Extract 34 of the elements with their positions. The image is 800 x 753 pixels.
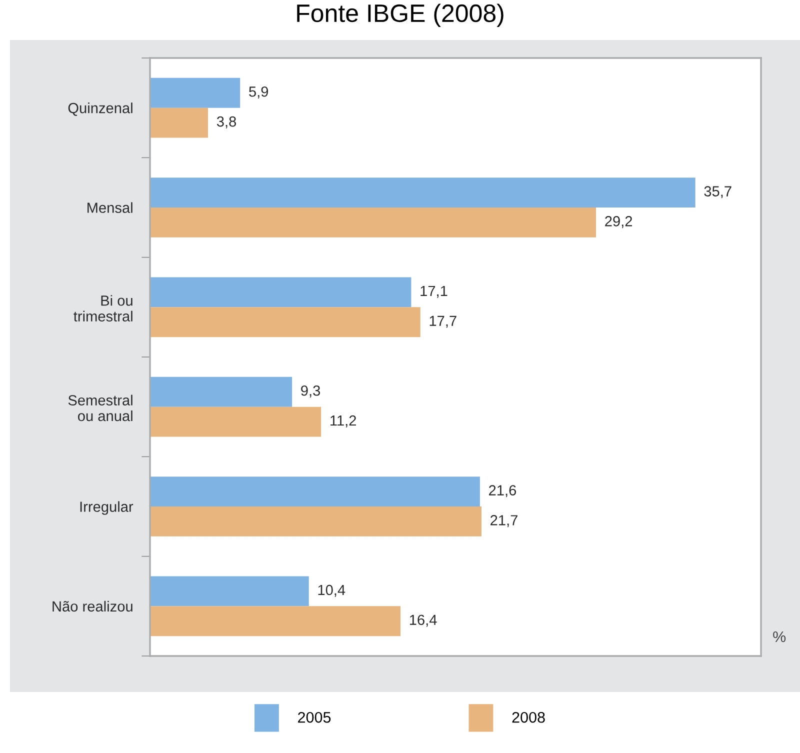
y-tick-label: Bi ou trimestral: [74, 295, 132, 322]
data-label: 35,7: [704, 186, 732, 198]
x-axis-title: %: [773, 631, 786, 642]
bar: [150, 277, 412, 308]
data-label: 29,2: [605, 216, 632, 228]
bar: [150, 376, 292, 407]
data-label: 17,7: [430, 316, 456, 328]
data-label: 9,3: [301, 385, 320, 398]
data-label: 10,4: [318, 584, 346, 597]
data-label: 16,4: [410, 614, 437, 627]
data-label: 11,2: [330, 415, 356, 428]
data-label: 5,9: [249, 86, 268, 99]
y-tick-label: Mensal: [88, 202, 132, 213]
chart-title: Fonte IBGE (2008): [297, 4, 504, 28]
bar: [150, 506, 482, 536]
data-label: 3,8: [216, 116, 236, 128]
legend-label: 2005: [298, 712, 331, 723]
y-tick-label: Irregular: [80, 501, 134, 515]
data-label: 21,6: [489, 485, 516, 498]
bar: [150, 476, 480, 506]
bar: [150, 307, 420, 338]
y-tick-label: Quinzenal: [68, 102, 132, 116]
bar: [150, 576, 309, 606]
bar: [150, 606, 401, 636]
bar: [150, 178, 696, 208]
y-tick-label: Semestral ou anual: [68, 394, 132, 422]
y-tick-label: Não realizou: [52, 600, 132, 612]
data-label: 17,1: [420, 286, 448, 298]
bar: [150, 78, 240, 108]
bar: [150, 406, 322, 437]
bar: [150, 108, 208, 138]
legend-label: 2008: [512, 712, 545, 723]
bar: [150, 208, 596, 238]
data-label: 21,7: [490, 515, 518, 528]
